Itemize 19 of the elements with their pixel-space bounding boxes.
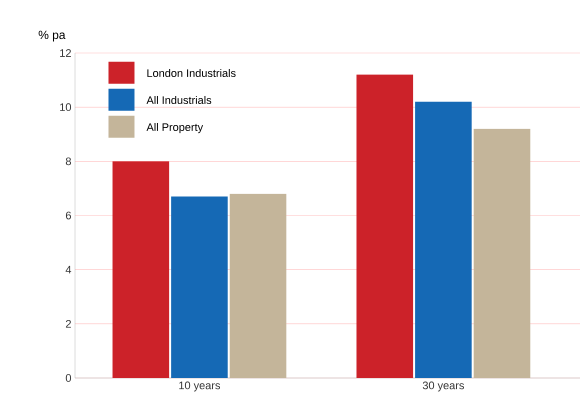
bar: [112, 161, 170, 378]
legend-label: London Industrials: [147, 68, 236, 78]
y-tick-label: 6: [66, 212, 71, 220]
bar: [415, 102, 472, 378]
legend-label: All Industrials: [146, 96, 212, 104]
x-tick-label: 10 years: [179, 382, 220, 392]
bar: [230, 194, 286, 378]
y-tick-label: 4: [66, 266, 72, 274]
y-tick-label: 10: [60, 103, 72, 112]
y-tick-label: 12: [60, 49, 71, 57]
y-axis-title: % pa: [38, 30, 66, 42]
bar: [474, 128, 530, 378]
x-tick-label: 30 years: [422, 382, 464, 392]
bar: [356, 74, 414, 378]
y-tick-label: 0: [66, 374, 72, 382]
y-tick-label: 2: [66, 320, 71, 328]
legend-label: All Property: [146, 122, 204, 134]
y-tick-label: 8: [66, 157, 71, 166]
bar: [171, 196, 228, 378]
